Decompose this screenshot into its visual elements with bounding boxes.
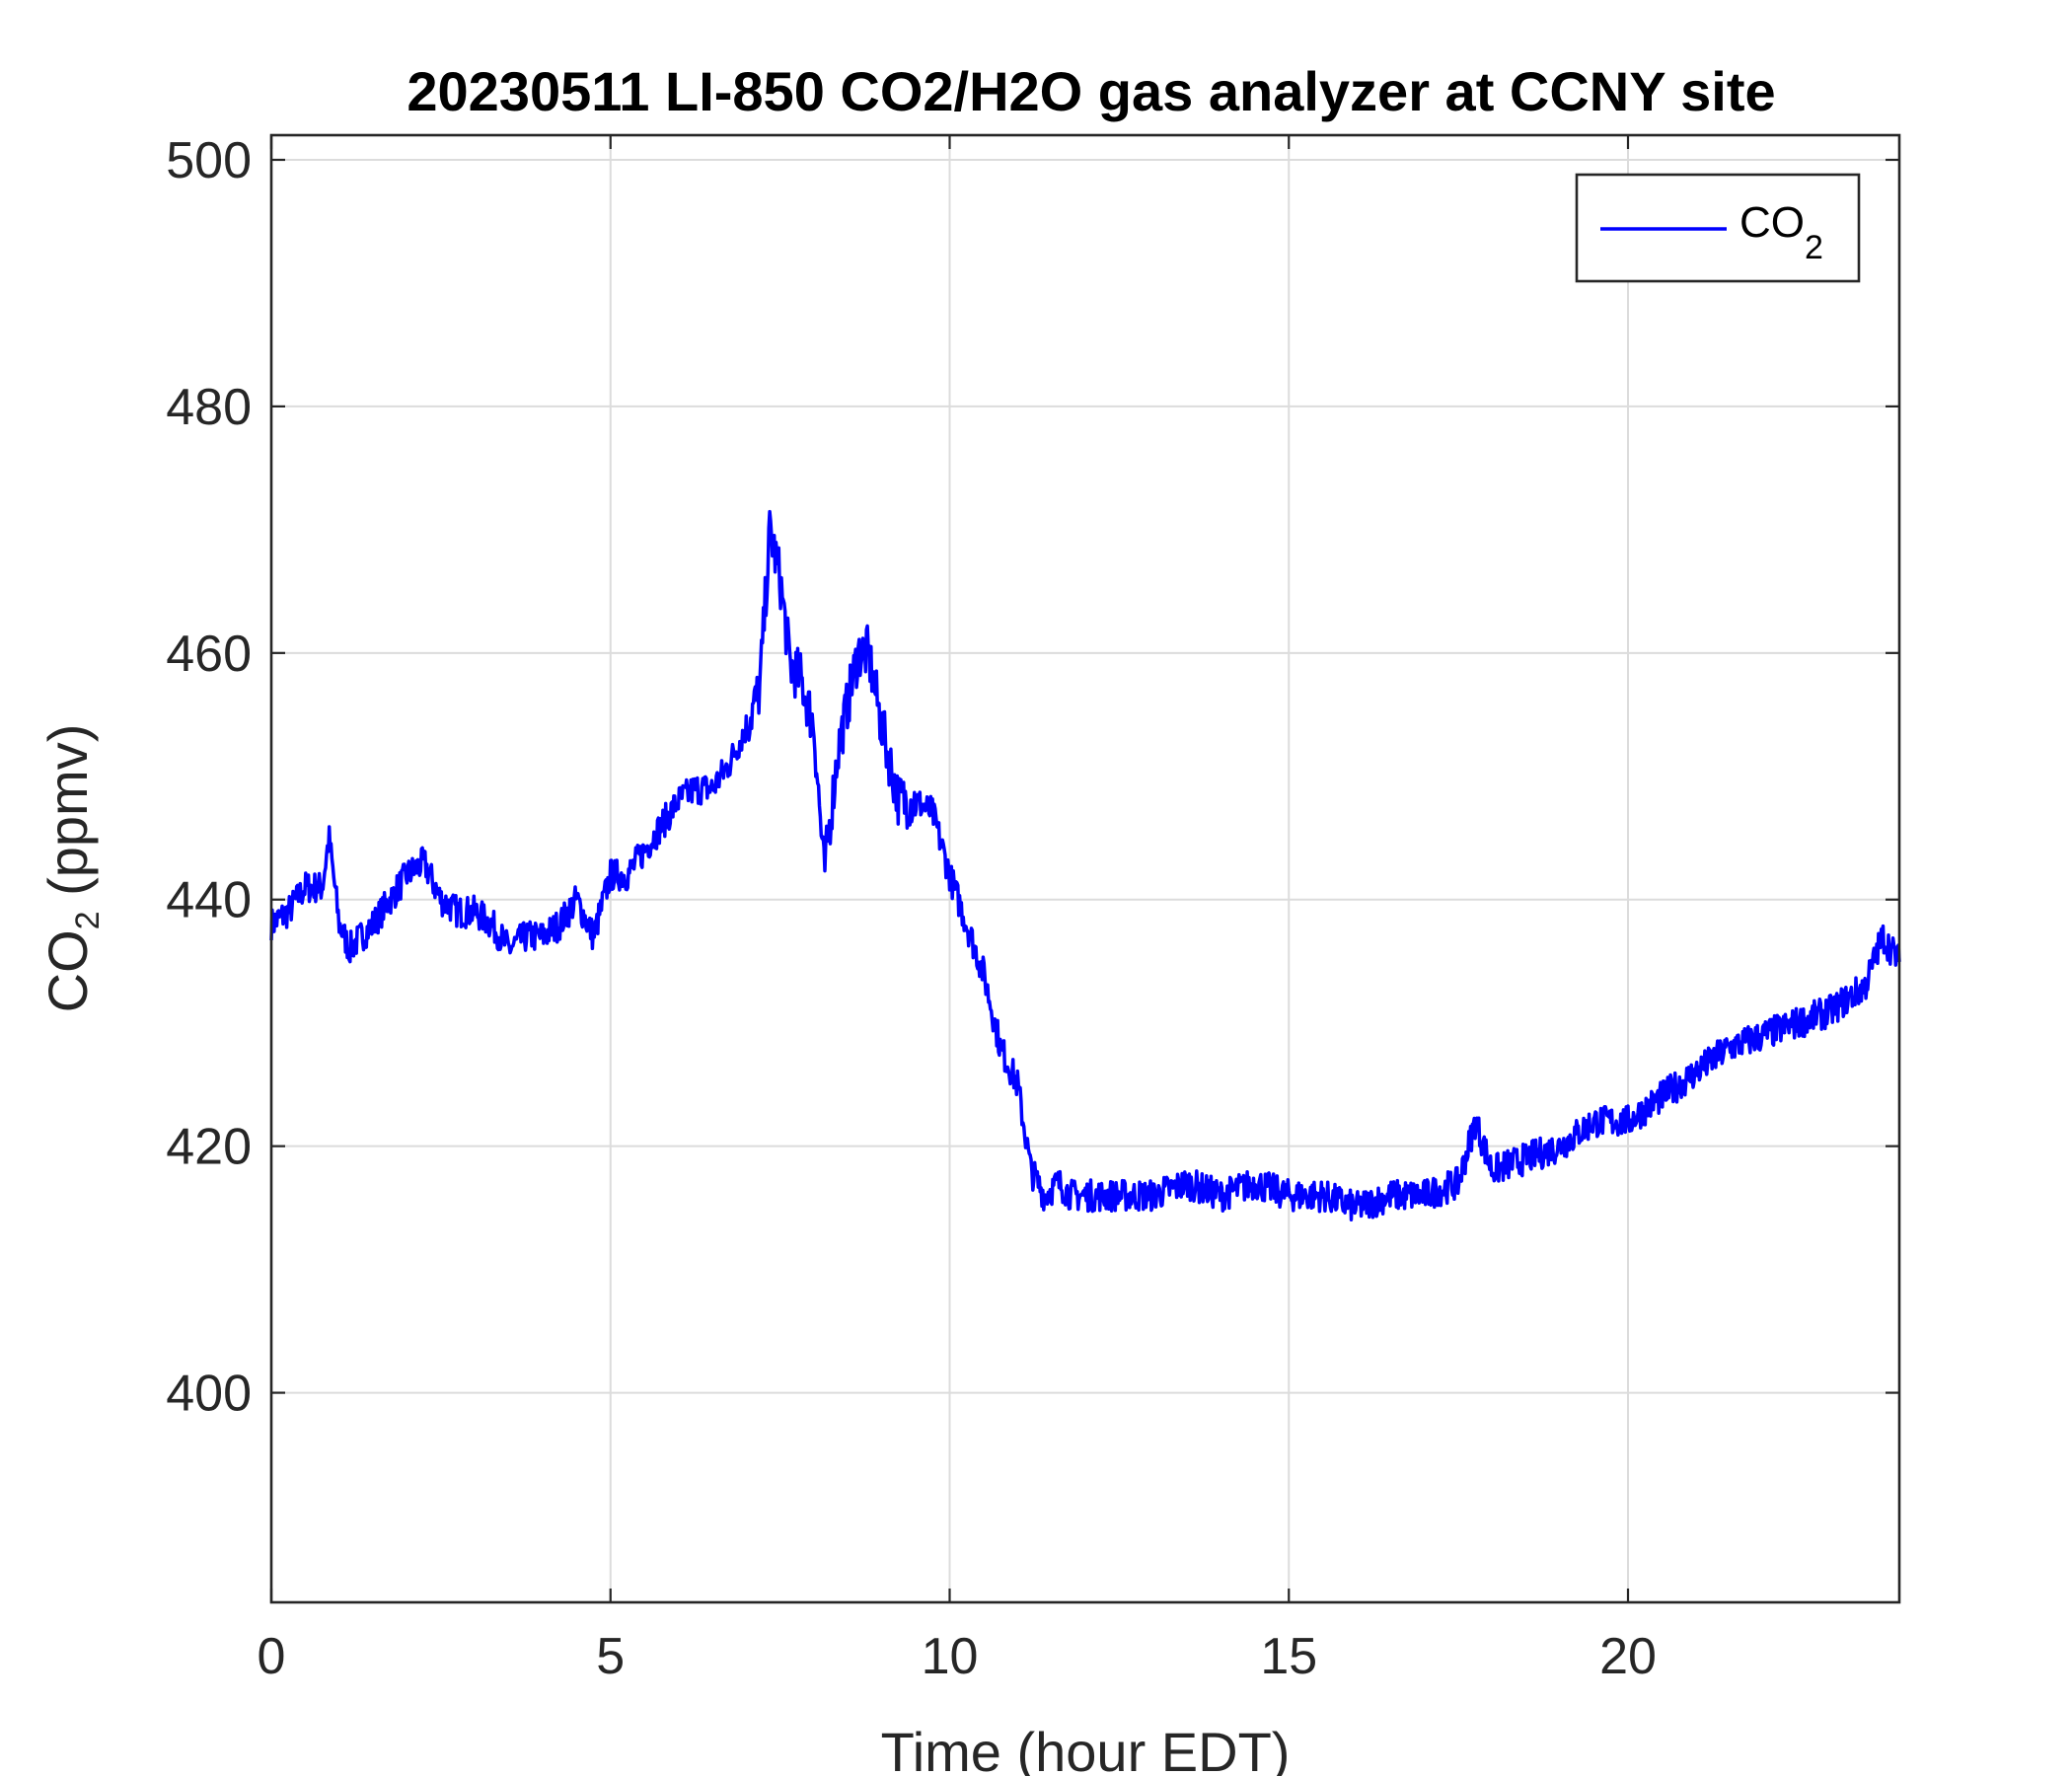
- y-axis-label-unit: (ppmv): [37, 724, 99, 912]
- plot-frame: [269, 133, 1901, 1604]
- x-axis-label: Time (hour EDT): [881, 1721, 1291, 1776]
- axis-ticks: 0 5 10 15 20 400 420 440 460 480 500: [166, 132, 1899, 1685]
- legend-label-main: CO: [1739, 198, 1805, 247]
- x-tick-label: 10: [922, 1628, 979, 1685]
- y-axis-label-subscript: 2: [69, 911, 107, 929]
- legend: CO2: [1575, 173, 1861, 283]
- y-tick-label: 440: [166, 872, 252, 929]
- grid-lines: [271, 135, 1899, 1602]
- x-tick-label: 0: [258, 1628, 286, 1685]
- y-tick-label: 420: [166, 1119, 252, 1176]
- y-axis-label-main: CO: [37, 929, 99, 1012]
- y-tick-label: 460: [166, 626, 252, 683]
- chart-title: 20230511 LI-850 CO2/H2O gas analyzer at …: [407, 60, 1775, 122]
- y-tick-label: 480: [166, 379, 252, 436]
- y-tick-label: 400: [166, 1366, 252, 1423]
- x-tick-label: 5: [596, 1628, 625, 1685]
- legend-label-co2: CO2: [1739, 198, 1823, 266]
- y-axis-label: CO2 (ppmv): [37, 724, 107, 1013]
- x-tick-label: 20: [1599, 1628, 1657, 1685]
- x-tick-label: 15: [1260, 1628, 1317, 1685]
- y-tick-label: 500: [166, 132, 252, 189]
- legend-label-subscript: 2: [1805, 229, 1823, 266]
- series-line-co2: [269, 509, 1901, 1221]
